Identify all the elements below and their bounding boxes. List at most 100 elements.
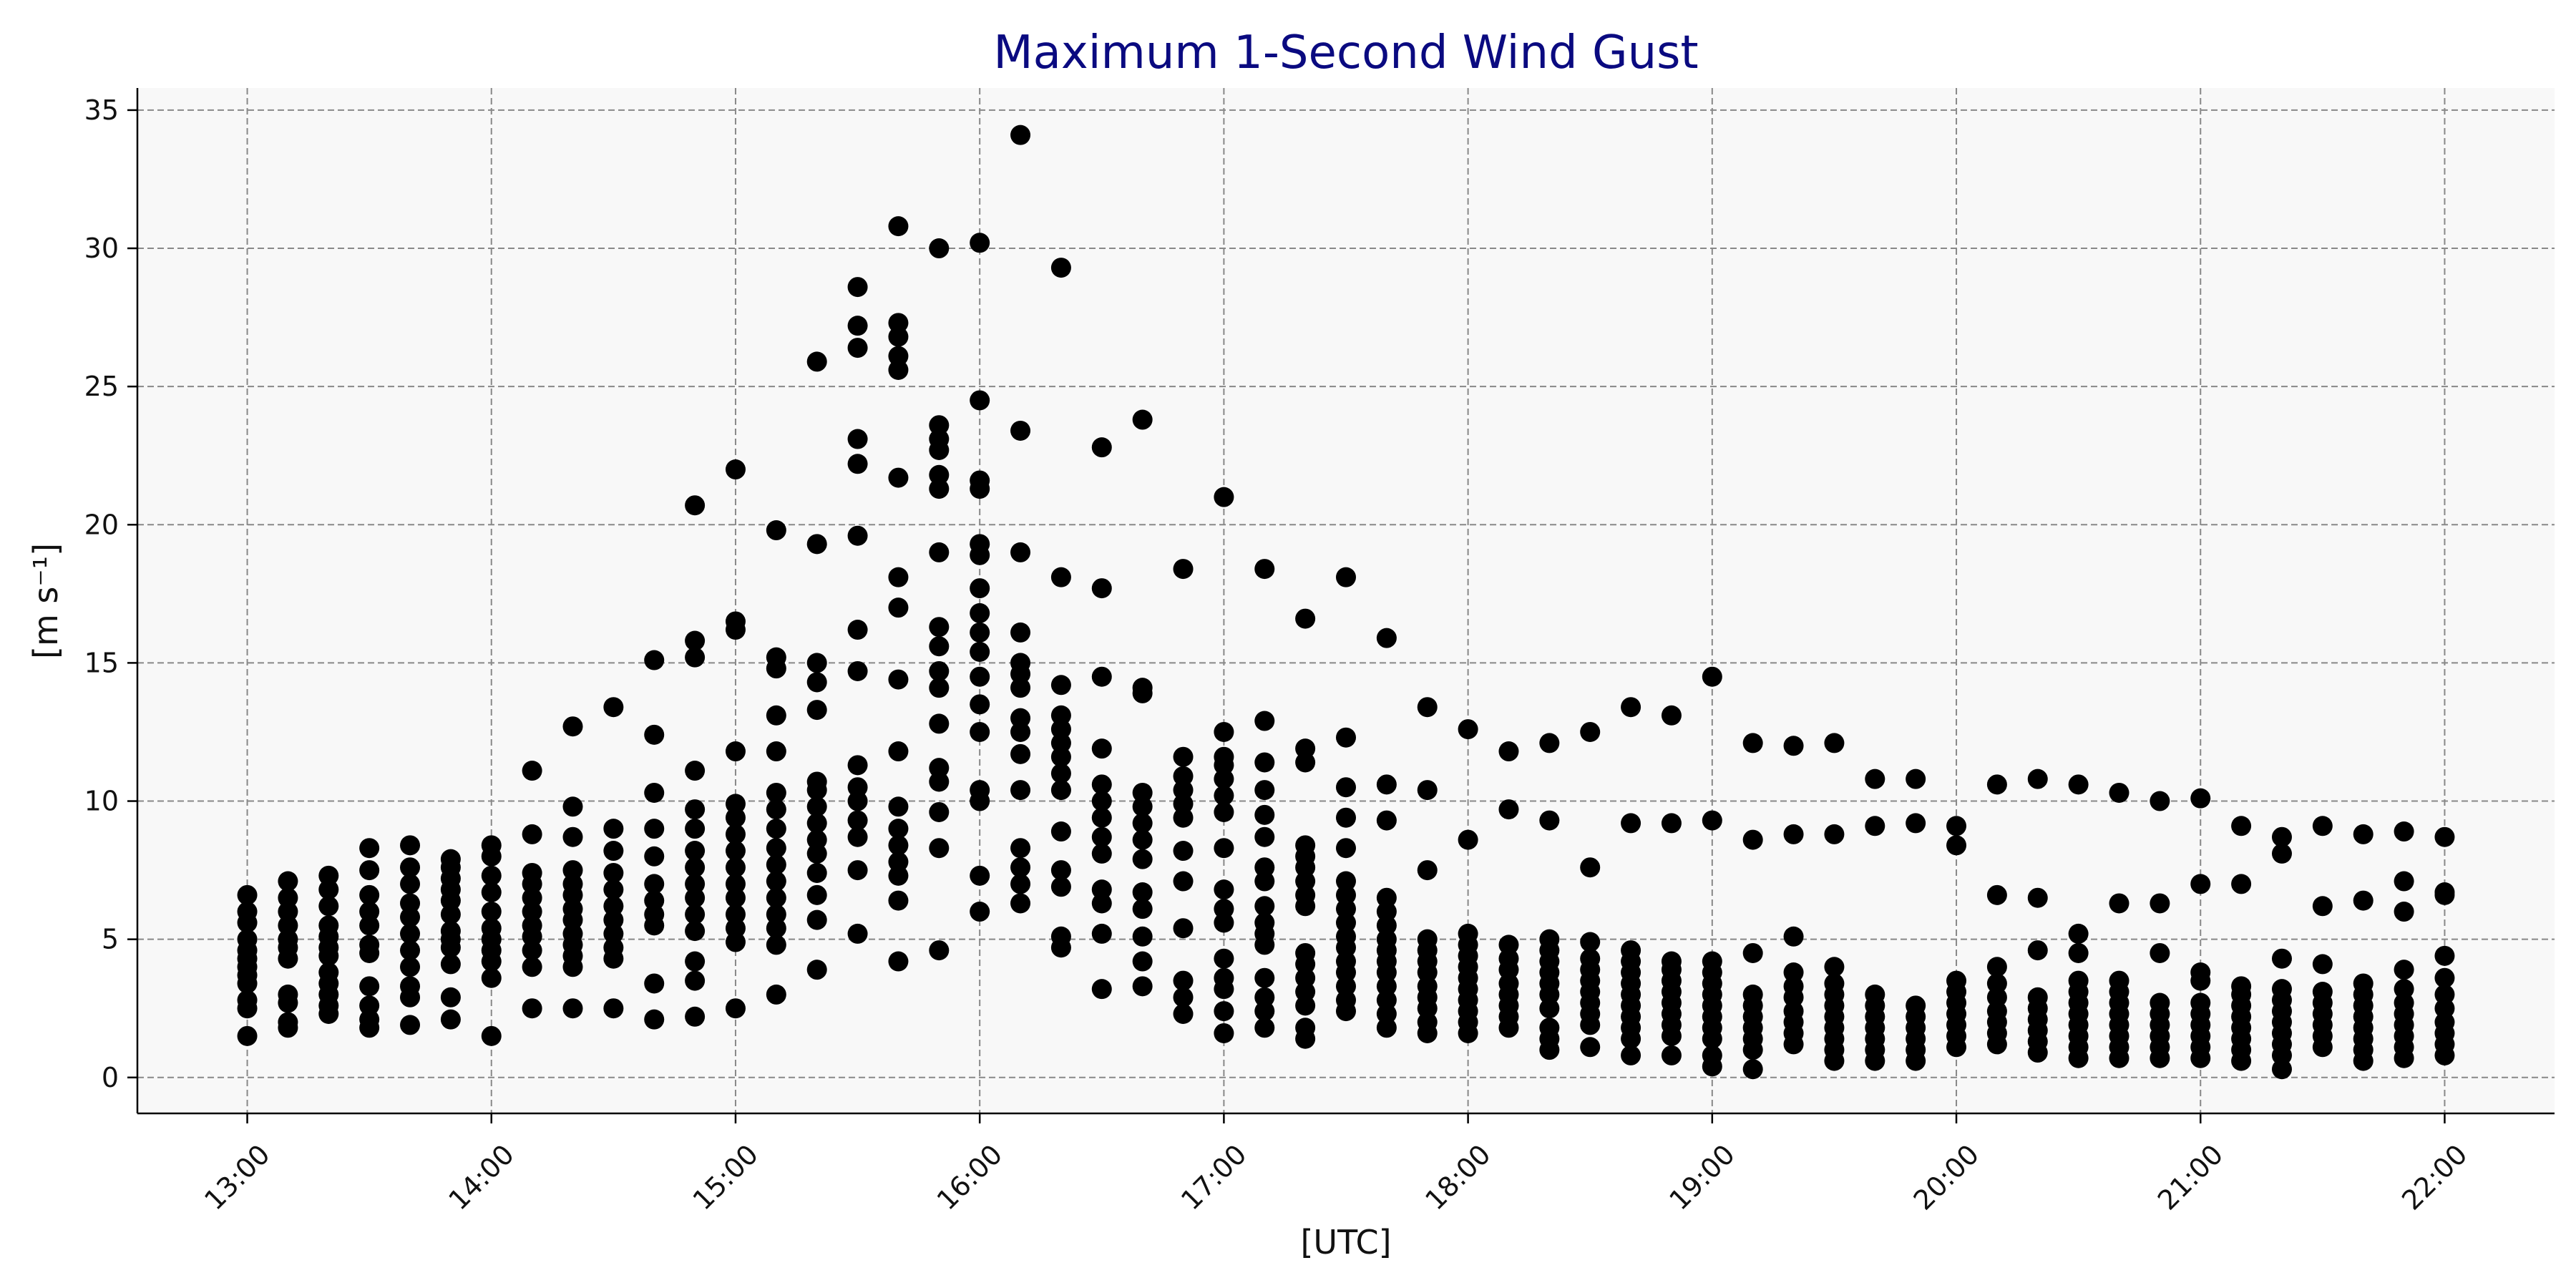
- data-point: [1295, 982, 1316, 1002]
- data-point: [1091, 666, 1112, 687]
- data-point: [562, 796, 583, 817]
- data-point: [2271, 948, 2292, 969]
- data-point: [725, 794, 746, 814]
- data-point: [847, 429, 868, 449]
- data-point: [1050, 780, 1071, 801]
- data-point: [1050, 705, 1071, 726]
- data-point: [806, 700, 827, 721]
- data-point: [603, 909, 624, 930]
- data-point: [1376, 902, 1397, 922]
- data-point: [522, 915, 542, 936]
- data-point: [725, 904, 746, 924]
- data-point: [481, 835, 502, 856]
- data-point: [847, 277, 868, 298]
- data-point: [806, 771, 827, 792]
- data-point: [1050, 821, 1071, 842]
- data-point: [766, 799, 786, 820]
- data-point: [400, 923, 421, 944]
- data-point: [766, 705, 786, 726]
- data-point: [1498, 973, 1519, 994]
- data-point: [2231, 816, 2252, 836]
- data-point: [929, 678, 950, 698]
- data-point: [440, 921, 461, 942]
- data-point: [970, 390, 990, 411]
- data-point: [278, 887, 298, 908]
- data-point: [2027, 940, 2048, 961]
- y-tick-label: 20: [84, 509, 119, 540]
- data-point: [1254, 896, 1275, 917]
- data-point: [400, 976, 421, 997]
- y-axis-ticks: 0 5 10 15 20 25 30 35: [84, 94, 137, 1093]
- data-point: [1376, 990, 1397, 1010]
- data-point: [1621, 940, 1641, 961]
- data-point: [1498, 741, 1519, 762]
- data-point: [2271, 1059, 2292, 1080]
- data-point: [2394, 979, 2414, 1000]
- data-point: [644, 874, 665, 894]
- data-point: [1214, 769, 1234, 789]
- data-point: [970, 865, 990, 886]
- data-point: [685, 495, 706, 516]
- data-point: [1173, 1003, 1194, 1024]
- data-point: [278, 1012, 298, 1033]
- data-point: [929, 660, 950, 681]
- data-point: [725, 998, 746, 1019]
- data-point: [766, 935, 786, 955]
- data-point: [562, 826, 583, 847]
- data-point: [359, 976, 380, 997]
- data-point: [318, 896, 339, 917]
- data-point: [1376, 976, 1397, 997]
- data-point: [1295, 1018, 1316, 1038]
- data-point: [1214, 746, 1234, 767]
- data-point: [1376, 628, 1397, 648]
- data-point: [929, 838, 950, 859]
- y-tick-label: 25: [84, 371, 119, 402]
- data-point: [847, 923, 868, 944]
- data-point: [929, 238, 950, 259]
- data-point: [806, 796, 827, 817]
- data-point: [2231, 976, 2252, 997]
- data-point: [1010, 721, 1031, 742]
- data-point: [1986, 957, 2007, 977]
- data-point: [1050, 567, 1071, 587]
- data-point: [1132, 678, 1153, 698]
- data-point: [1621, 1045, 1641, 1065]
- data-point: [1010, 125, 1031, 145]
- data-point: [847, 660, 868, 681]
- data-point: [1254, 912, 1275, 933]
- data-point: [888, 865, 909, 886]
- data-point: [481, 902, 502, 922]
- data-point: [1132, 849, 1153, 869]
- data-point: [1173, 807, 1194, 828]
- data-point: [766, 854, 786, 875]
- data-point: [685, 904, 706, 924]
- data-point: [278, 929, 298, 950]
- data-point: [970, 534, 990, 555]
- data-point: [725, 887, 746, 908]
- data-point: [970, 694, 990, 715]
- data-point: [685, 970, 706, 991]
- data-point: [766, 904, 786, 924]
- data-point: [1824, 824, 1845, 844]
- data-point: [440, 954, 461, 975]
- data-point: [2394, 821, 2414, 842]
- data-point: [888, 359, 909, 380]
- data-point: [400, 907, 421, 927]
- data-point: [644, 819, 665, 839]
- data-point: [1010, 874, 1031, 894]
- data-point: [1295, 871, 1316, 892]
- data-point: [2027, 987, 2048, 1008]
- data-point: [1824, 957, 1845, 977]
- data-point: [929, 415, 950, 436]
- data-point: [1254, 967, 1275, 988]
- data-point: [1295, 608, 1316, 629]
- data-point: [1336, 838, 1356, 859]
- data-point: [1946, 970, 1967, 991]
- data-point: [766, 984, 786, 1005]
- data-point: [1254, 804, 1275, 825]
- data-point: [888, 669, 909, 690]
- data-point: [806, 351, 827, 372]
- data-point: [1295, 738, 1316, 759]
- data-point: [2434, 967, 2455, 988]
